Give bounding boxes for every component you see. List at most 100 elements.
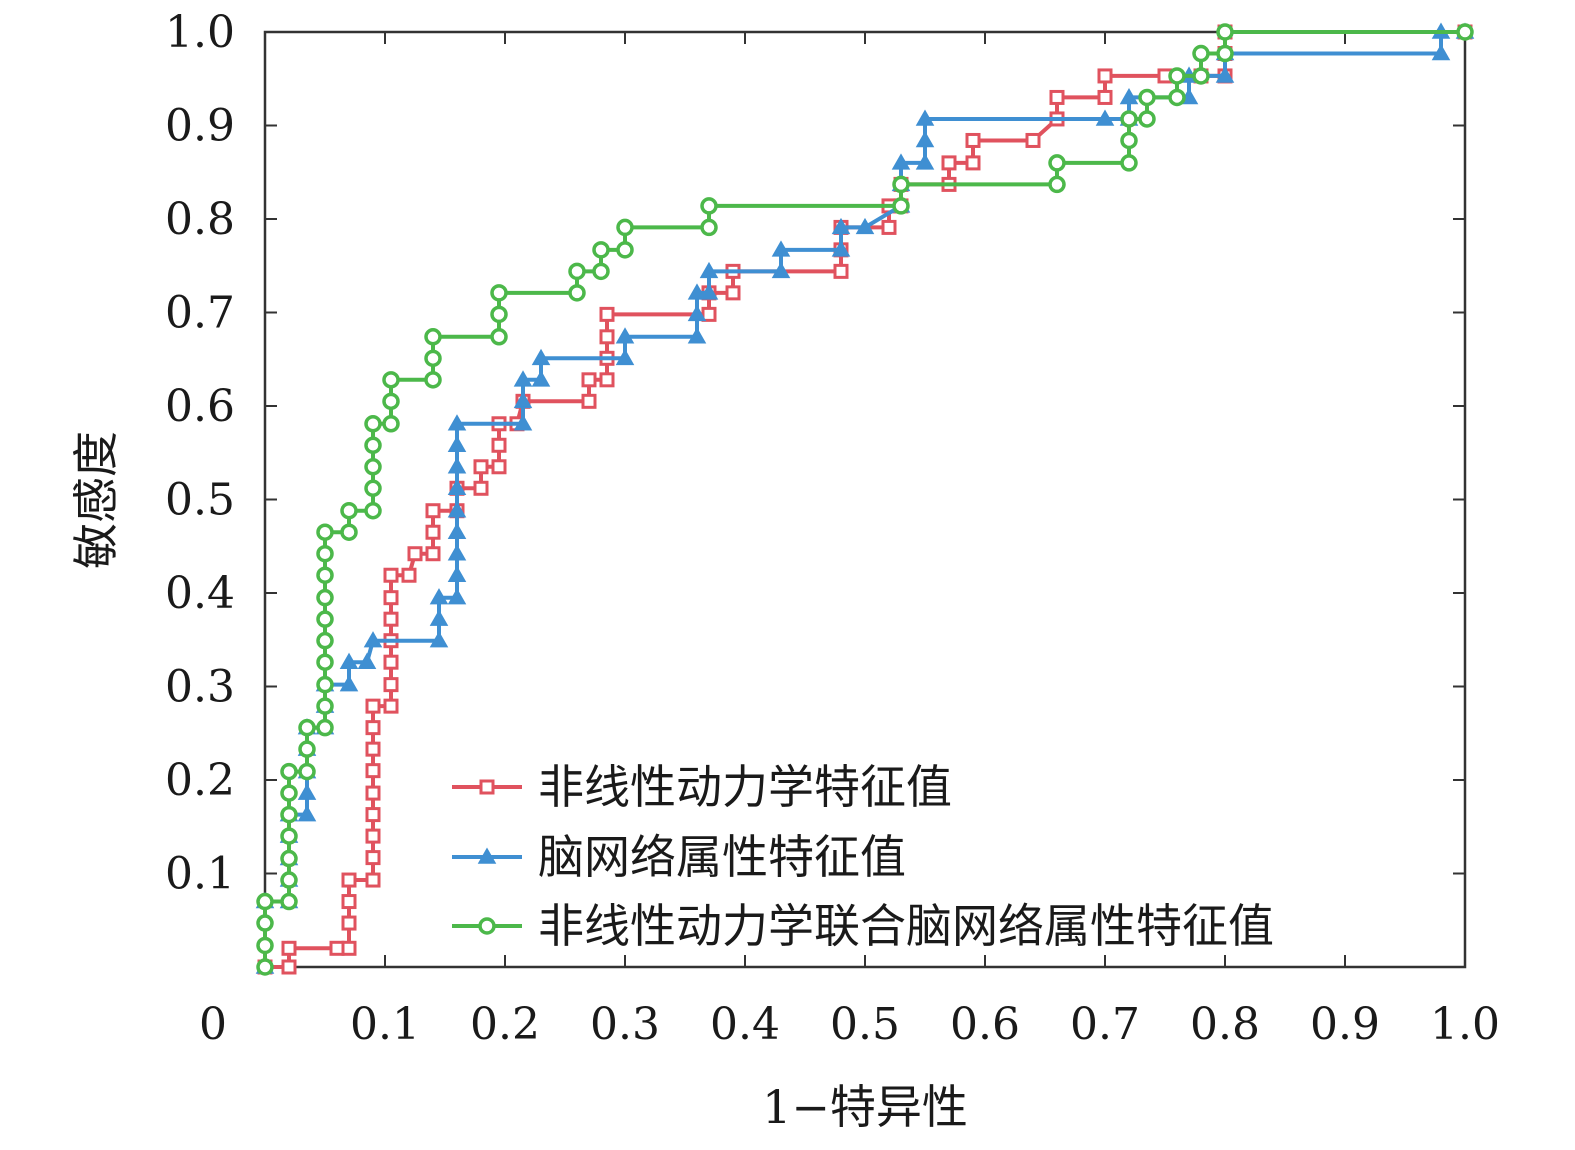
x-tick-label: 0.2 [470, 999, 540, 1050]
data-point [1138, 88, 1156, 107]
data-point [616, 218, 634, 237]
data-point [316, 566, 334, 584]
data-point [965, 155, 981, 171]
data-point [365, 807, 381, 823]
data-point [616, 241, 634, 259]
data-point [365, 785, 381, 801]
data-point [881, 219, 897, 235]
data-point [425, 524, 441, 540]
legend-item-2: 脑网络属性特征值 [452, 830, 906, 884]
data-point [531, 348, 551, 366]
data-point [298, 718, 316, 737]
data-point [424, 349, 442, 368]
legend-item-3: 非线性动力学联合脑网络属性特征值 [452, 899, 1274, 953]
y-tick-label: 0.7 [165, 288, 235, 339]
data-point [915, 153, 935, 170]
series-line [263, 30, 1465, 967]
data-point [341, 915, 357, 931]
data-point [447, 565, 467, 582]
data-point [424, 371, 442, 389]
data-point [615, 348, 635, 366]
y-tick-label: 0.2 [165, 755, 235, 806]
data-point [1192, 44, 1210, 63]
y-tick-label: 0.9 [165, 101, 235, 152]
data-point [280, 892, 298, 911]
data-point [365, 698, 381, 714]
data-point [1120, 131, 1138, 150]
data-point [364, 479, 382, 498]
data-point [429, 631, 449, 648]
data-point [615, 327, 635, 344]
data-point [699, 261, 719, 279]
data-point [700, 197, 718, 215]
data-point [340, 501, 358, 520]
data-point [1192, 67, 1210, 85]
plot-frame [263, 30, 1467, 969]
data-point [1049, 89, 1065, 105]
x-tick-label: 0.6 [950, 999, 1020, 1050]
data-point [280, 762, 298, 781]
series-line [263, 30, 1465, 967]
y-tick-label: 0.5 [165, 475, 235, 526]
data-point [364, 415, 382, 433]
data-point [491, 437, 507, 453]
data-point [256, 936, 274, 955]
x-tick-label: 0.8 [1190, 999, 1260, 1050]
data-point [256, 892, 274, 911]
data-point [1097, 68, 1113, 84]
data-point [280, 805, 298, 824]
data-point [364, 436, 382, 455]
data-point [1215, 66, 1235, 83]
data-point [340, 523, 358, 541]
data-point [687, 304, 707, 322]
data-point [424, 328, 442, 346]
data-point [699, 283, 719, 300]
data-point [687, 283, 707, 300]
data-point [513, 391, 533, 409]
data-point [771, 240, 791, 257]
data-point [280, 784, 298, 802]
data-point [365, 741, 381, 757]
data-point [383, 611, 399, 627]
data-point [316, 610, 334, 628]
data-point [447, 414, 467, 431]
x-tick-label: 0 [199, 999, 227, 1050]
axes: 0 0.1 0.2 0.3 0.4 0.5 0.6 0.7 0.8 0.9 1.0 0.1 0.2 0.3… [165, 7, 1500, 1050]
data-point [383, 698, 399, 714]
data-point [429, 588, 449, 605]
data-point [364, 458, 382, 476]
y-tick-label: 0.8 [165, 194, 235, 245]
y-tick-label: 0.4 [165, 568, 235, 619]
data-point [365, 828, 381, 844]
data-point [513, 370, 533, 387]
data-point [341, 894, 357, 910]
data-point [855, 217, 875, 235]
data-point [363, 631, 383, 648]
data-point [316, 697, 334, 715]
data-point [256, 958, 274, 976]
legend-label: 非线性动力学特征值 [538, 760, 952, 814]
data-point [365, 850, 381, 866]
data-point [725, 285, 741, 301]
data-point [383, 677, 399, 693]
data-point [280, 871, 298, 889]
data-point [297, 783, 317, 800]
x-axis-title: 1−特异性 [762, 1080, 968, 1134]
data-point [339, 675, 359, 692]
x-tick-label: 0.3 [590, 999, 660, 1050]
data-point [447, 457, 467, 474]
data-point [581, 393, 597, 409]
data-point [1120, 110, 1138, 128]
legend-marker [477, 847, 497, 864]
legend-label: 非线性动力学联合脑网络属性特征值 [538, 899, 1274, 953]
legend-marker [478, 917, 496, 935]
data-point [1216, 44, 1234, 63]
data-point [490, 328, 508, 346]
data-point [341, 872, 357, 888]
data-point [339, 652, 359, 669]
data-point [965, 132, 981, 148]
x-tick-label: 1.0 [1430, 999, 1500, 1050]
x-tick-label: 0.4 [710, 999, 780, 1050]
